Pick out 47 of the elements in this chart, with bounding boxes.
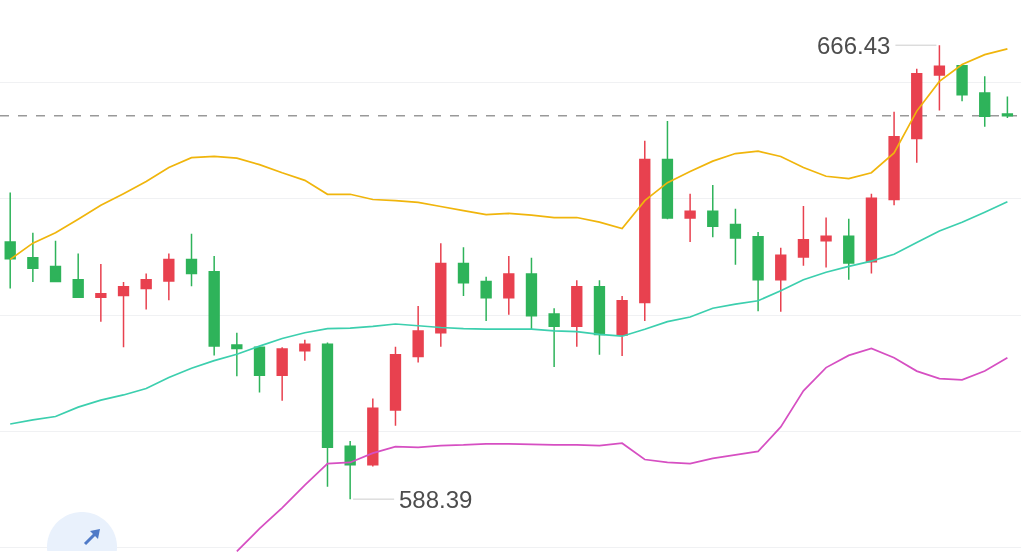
candlestick — [865, 192, 878, 275]
candlestick — [503, 255, 515, 316]
candlestick — [525, 256, 538, 330]
candlestick — [321, 341, 334, 488]
candlestick — [185, 233, 198, 287]
candlestick — [979, 75, 991, 128]
annotation: 666.43 — [817, 32, 891, 59]
candlestick — [457, 246, 470, 297]
candlestick — [911, 67, 923, 164]
candlestick — [661, 120, 674, 221]
candlestick — [95, 263, 107, 323]
candlestick — [707, 184, 719, 239]
candlestick — [752, 231, 764, 312]
candlestick — [1001, 95, 1014, 119]
candlestick — [163, 252, 175, 301]
candlestick — [344, 440, 356, 500]
candlestick — [435, 242, 447, 348]
candlestick — [820, 216, 832, 269]
candlestick — [27, 231, 39, 283]
candlestick — [117, 281, 130, 348]
candlestick — [49, 240, 62, 283]
candlestick — [729, 208, 742, 266]
candlestick — [684, 192, 696, 243]
candlestick — [72, 252, 84, 298]
candlestick — [775, 247, 787, 313]
candlestick — [231, 331, 243, 378]
candlestick — [593, 279, 606, 356]
candlestick — [548, 307, 560, 368]
candlestick — [253, 345, 266, 394]
annotation: 588.39 — [399, 486, 473, 513]
candlestick — [843, 217, 855, 281]
candlestick — [956, 63, 968, 102]
candlestick — [140, 272, 152, 311]
candlestick — [389, 345, 402, 427]
candlestick — [571, 279, 583, 348]
candlestick — [616, 295, 628, 357]
candlestick — [888, 110, 900, 207]
candlestick — [639, 140, 651, 322]
candlestick — [480, 276, 492, 322]
candlestick — [933, 44, 946, 112]
candlestick — [299, 338, 311, 362]
candlestick — [797, 205, 810, 267]
candlestick — [367, 397, 379, 468]
candlestick — [4, 191, 16, 290]
candlestick — [276, 346, 288, 402]
candlestick — [208, 255, 220, 357]
candlestick — [412, 305, 424, 364]
